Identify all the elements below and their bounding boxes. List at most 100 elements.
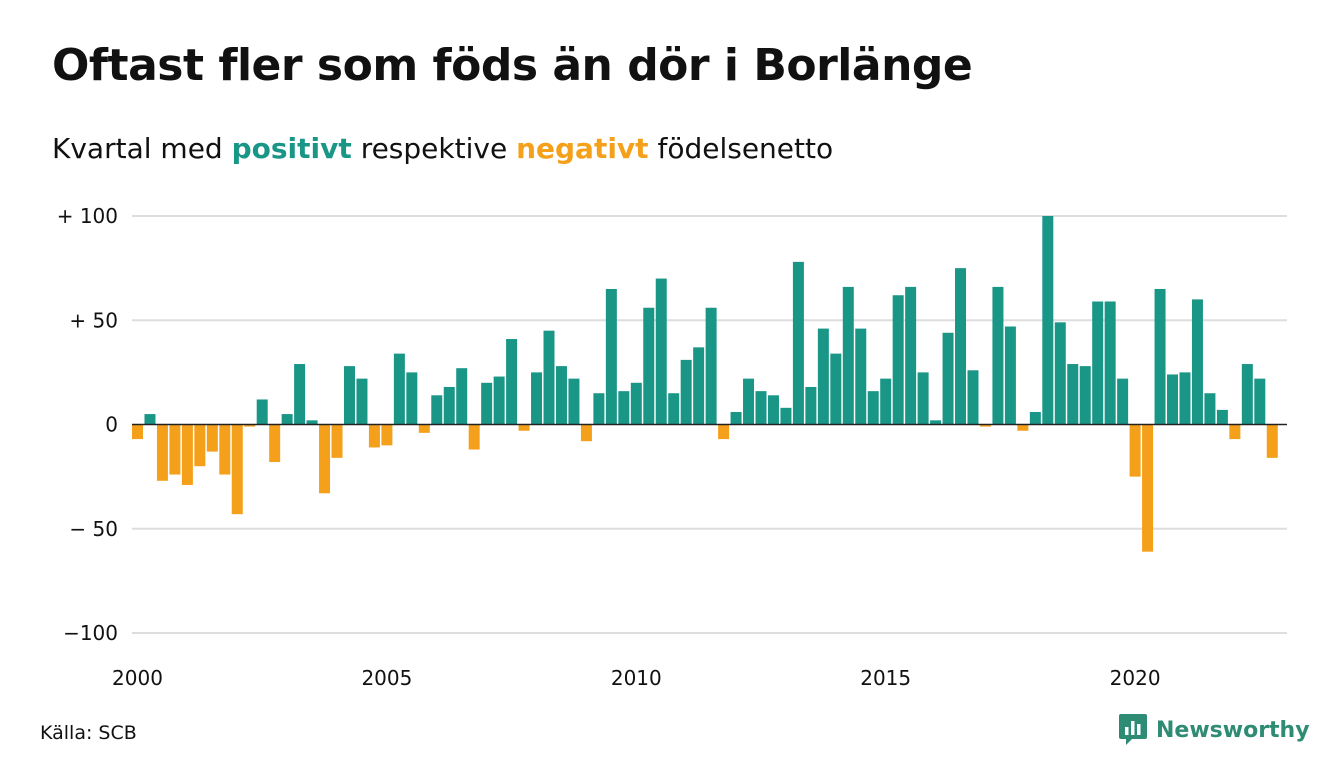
newsworthy-chart-bubble-icon [1119, 714, 1147, 745]
bar [930, 420, 942, 425]
subtitle-middle: respektive [360, 132, 508, 165]
bar [1167, 374, 1179, 425]
bar [917, 372, 929, 425]
bar [880, 378, 892, 425]
bar [456, 368, 468, 425]
bar [942, 332, 954, 425]
bar [493, 376, 505, 425]
bar [368, 424, 380, 448]
bar [655, 278, 667, 425]
bar [1029, 411, 1041, 425]
bar [792, 261, 804, 425]
bar [955, 268, 967, 425]
bar [1229, 424, 1241, 440]
bar [132, 424, 143, 440]
bar [393, 353, 405, 425]
bar [1079, 366, 1091, 425]
bar [1104, 301, 1116, 425]
bar [780, 407, 792, 425]
bar [730, 411, 742, 425]
bar [830, 353, 842, 425]
y-tick-label: −100 [63, 621, 118, 645]
bar [169, 424, 181, 475]
bar [418, 424, 430, 433]
bar [231, 424, 243, 515]
bar [1266, 424, 1278, 458]
bar [979, 424, 991, 427]
bar [568, 378, 580, 425]
bar [967, 370, 979, 425]
axes: + 100 + 50 0 − 50 −100 2000 2005 2010 2015 2020 [57, 204, 1287, 690]
bar [431, 395, 443, 425]
bar [531, 372, 543, 425]
bar [1216, 409, 1228, 425]
bar [294, 364, 306, 425]
bar [1004, 326, 1016, 425]
x-tick-label: 2010 [611, 666, 662, 690]
bar [1154, 288, 1166, 425]
y-tick-label: − 50 [69, 517, 118, 541]
subtitle-prefix: Kvartal med [52, 132, 223, 165]
bar [755, 391, 767, 425]
bar [618, 391, 630, 425]
subtitle-suffix: födelsenetto [657, 132, 834, 165]
subtitle-positive-word: positivt [231, 132, 352, 165]
bar [718, 424, 730, 440]
bar [406, 372, 418, 425]
y-tick-label: + 100 [57, 204, 118, 228]
bar [1254, 378, 1266, 425]
bar [244, 424, 256, 427]
bar [842, 286, 854, 425]
x-tick-label: 2015 [860, 666, 911, 690]
chart-subtitle: Kvartal med positivt respektive negativt… [52, 132, 833, 165]
bar [481, 382, 493, 425]
brand-name: Newsworthy [1156, 717, 1310, 743]
bar [256, 399, 268, 425]
x-tick-label: 2005 [361, 666, 412, 690]
bar [643, 307, 655, 425]
bar [1129, 424, 1141, 477]
bar [1054, 322, 1066, 425]
bar [630, 382, 642, 425]
x-tick-label: 2020 [1110, 666, 1161, 690]
bar [306, 420, 318, 425]
bar [1179, 372, 1191, 425]
bar [693, 347, 705, 425]
bar [468, 424, 480, 450]
bars [132, 216, 1278, 552]
bar [194, 424, 206, 467]
bar [1191, 299, 1203, 425]
bar [1067, 364, 1079, 425]
bar [443, 386, 455, 425]
source-note: Källa: SCB [40, 722, 137, 744]
bar [381, 424, 393, 446]
bar [705, 307, 717, 425]
bar [805, 386, 817, 425]
bar [543, 330, 555, 425]
bar [855, 328, 867, 425]
bar [580, 424, 592, 442]
bar [144, 414, 156, 425]
bar [892, 295, 904, 425]
bar [518, 424, 530, 431]
bar [1204, 393, 1216, 425]
subtitle-negative-word: negativt [516, 132, 649, 165]
y-tick-label: + 50 [69, 308, 118, 332]
bar [1142, 424, 1154, 552]
bar [1092, 301, 1104, 425]
bar [1117, 378, 1129, 425]
bar [356, 378, 368, 425]
bar [743, 378, 755, 425]
bar [181, 424, 193, 485]
bar [156, 424, 168, 481]
bar [219, 424, 231, 475]
bar [605, 288, 617, 425]
bar [680, 359, 692, 425]
y-tick-label: 0 [105, 413, 118, 437]
bar [767, 395, 779, 425]
bar [867, 391, 879, 425]
bar [555, 366, 567, 425]
bar [331, 424, 343, 458]
chart-title: Oftast fler som föds än dör i Borlänge [52, 40, 973, 91]
